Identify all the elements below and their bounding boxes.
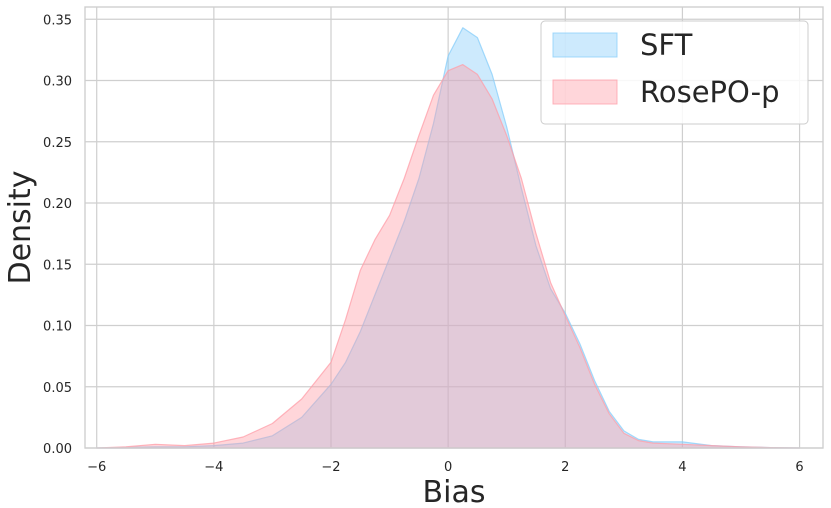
- y-tick-label: 0.10: [43, 320, 72, 335]
- x-tick-label: 0: [444, 460, 452, 475]
- x-tick-label: 2: [561, 460, 569, 475]
- x-tick-label: −4: [204, 460, 223, 475]
- legend: SFT RosePO-p: [540, 20, 809, 125]
- y-axis-label: Density: [3, 170, 38, 284]
- y-tick-label: 0.05: [43, 381, 72, 396]
- y-tick-label: 0.35: [43, 13, 72, 28]
- x-tick-label: 4: [678, 460, 686, 475]
- x-axis-ticks: −6 −4 −2 0 2 4 6: [87, 460, 804, 475]
- density-areas: [96, 27, 801, 449]
- plot-frame: [84, 6, 824, 449]
- legend-swatch: [552, 32, 618, 58]
- y-axis-ticks: 0.00 0.05 0.10 0.15 0.20 0.25 0.30 0.35: [43, 13, 72, 457]
- y-tick-label: 0.00: [43, 442, 72, 457]
- y-tick-label: 0.15: [43, 258, 72, 273]
- x-tick-label: −2: [321, 460, 340, 475]
- y-tick-label: 0.30: [43, 75, 72, 90]
- x-axis-label: Bias: [423, 475, 486, 508]
- y-tick-label: 0.20: [43, 197, 72, 212]
- legend-label: RosePO-p: [640, 75, 780, 109]
- x-tick-label: −6: [87, 460, 106, 475]
- density-area-rosepo-p: [96, 63, 801, 449]
- legend-box: [540, 20, 809, 125]
- legend-swatch: [552, 79, 618, 105]
- y-tick-label: 0.25: [43, 136, 72, 151]
- legend-label: SFT: [640, 28, 693, 62]
- x-tick-label: 6: [795, 460, 803, 475]
- density-area-sft: [96, 27, 801, 449]
